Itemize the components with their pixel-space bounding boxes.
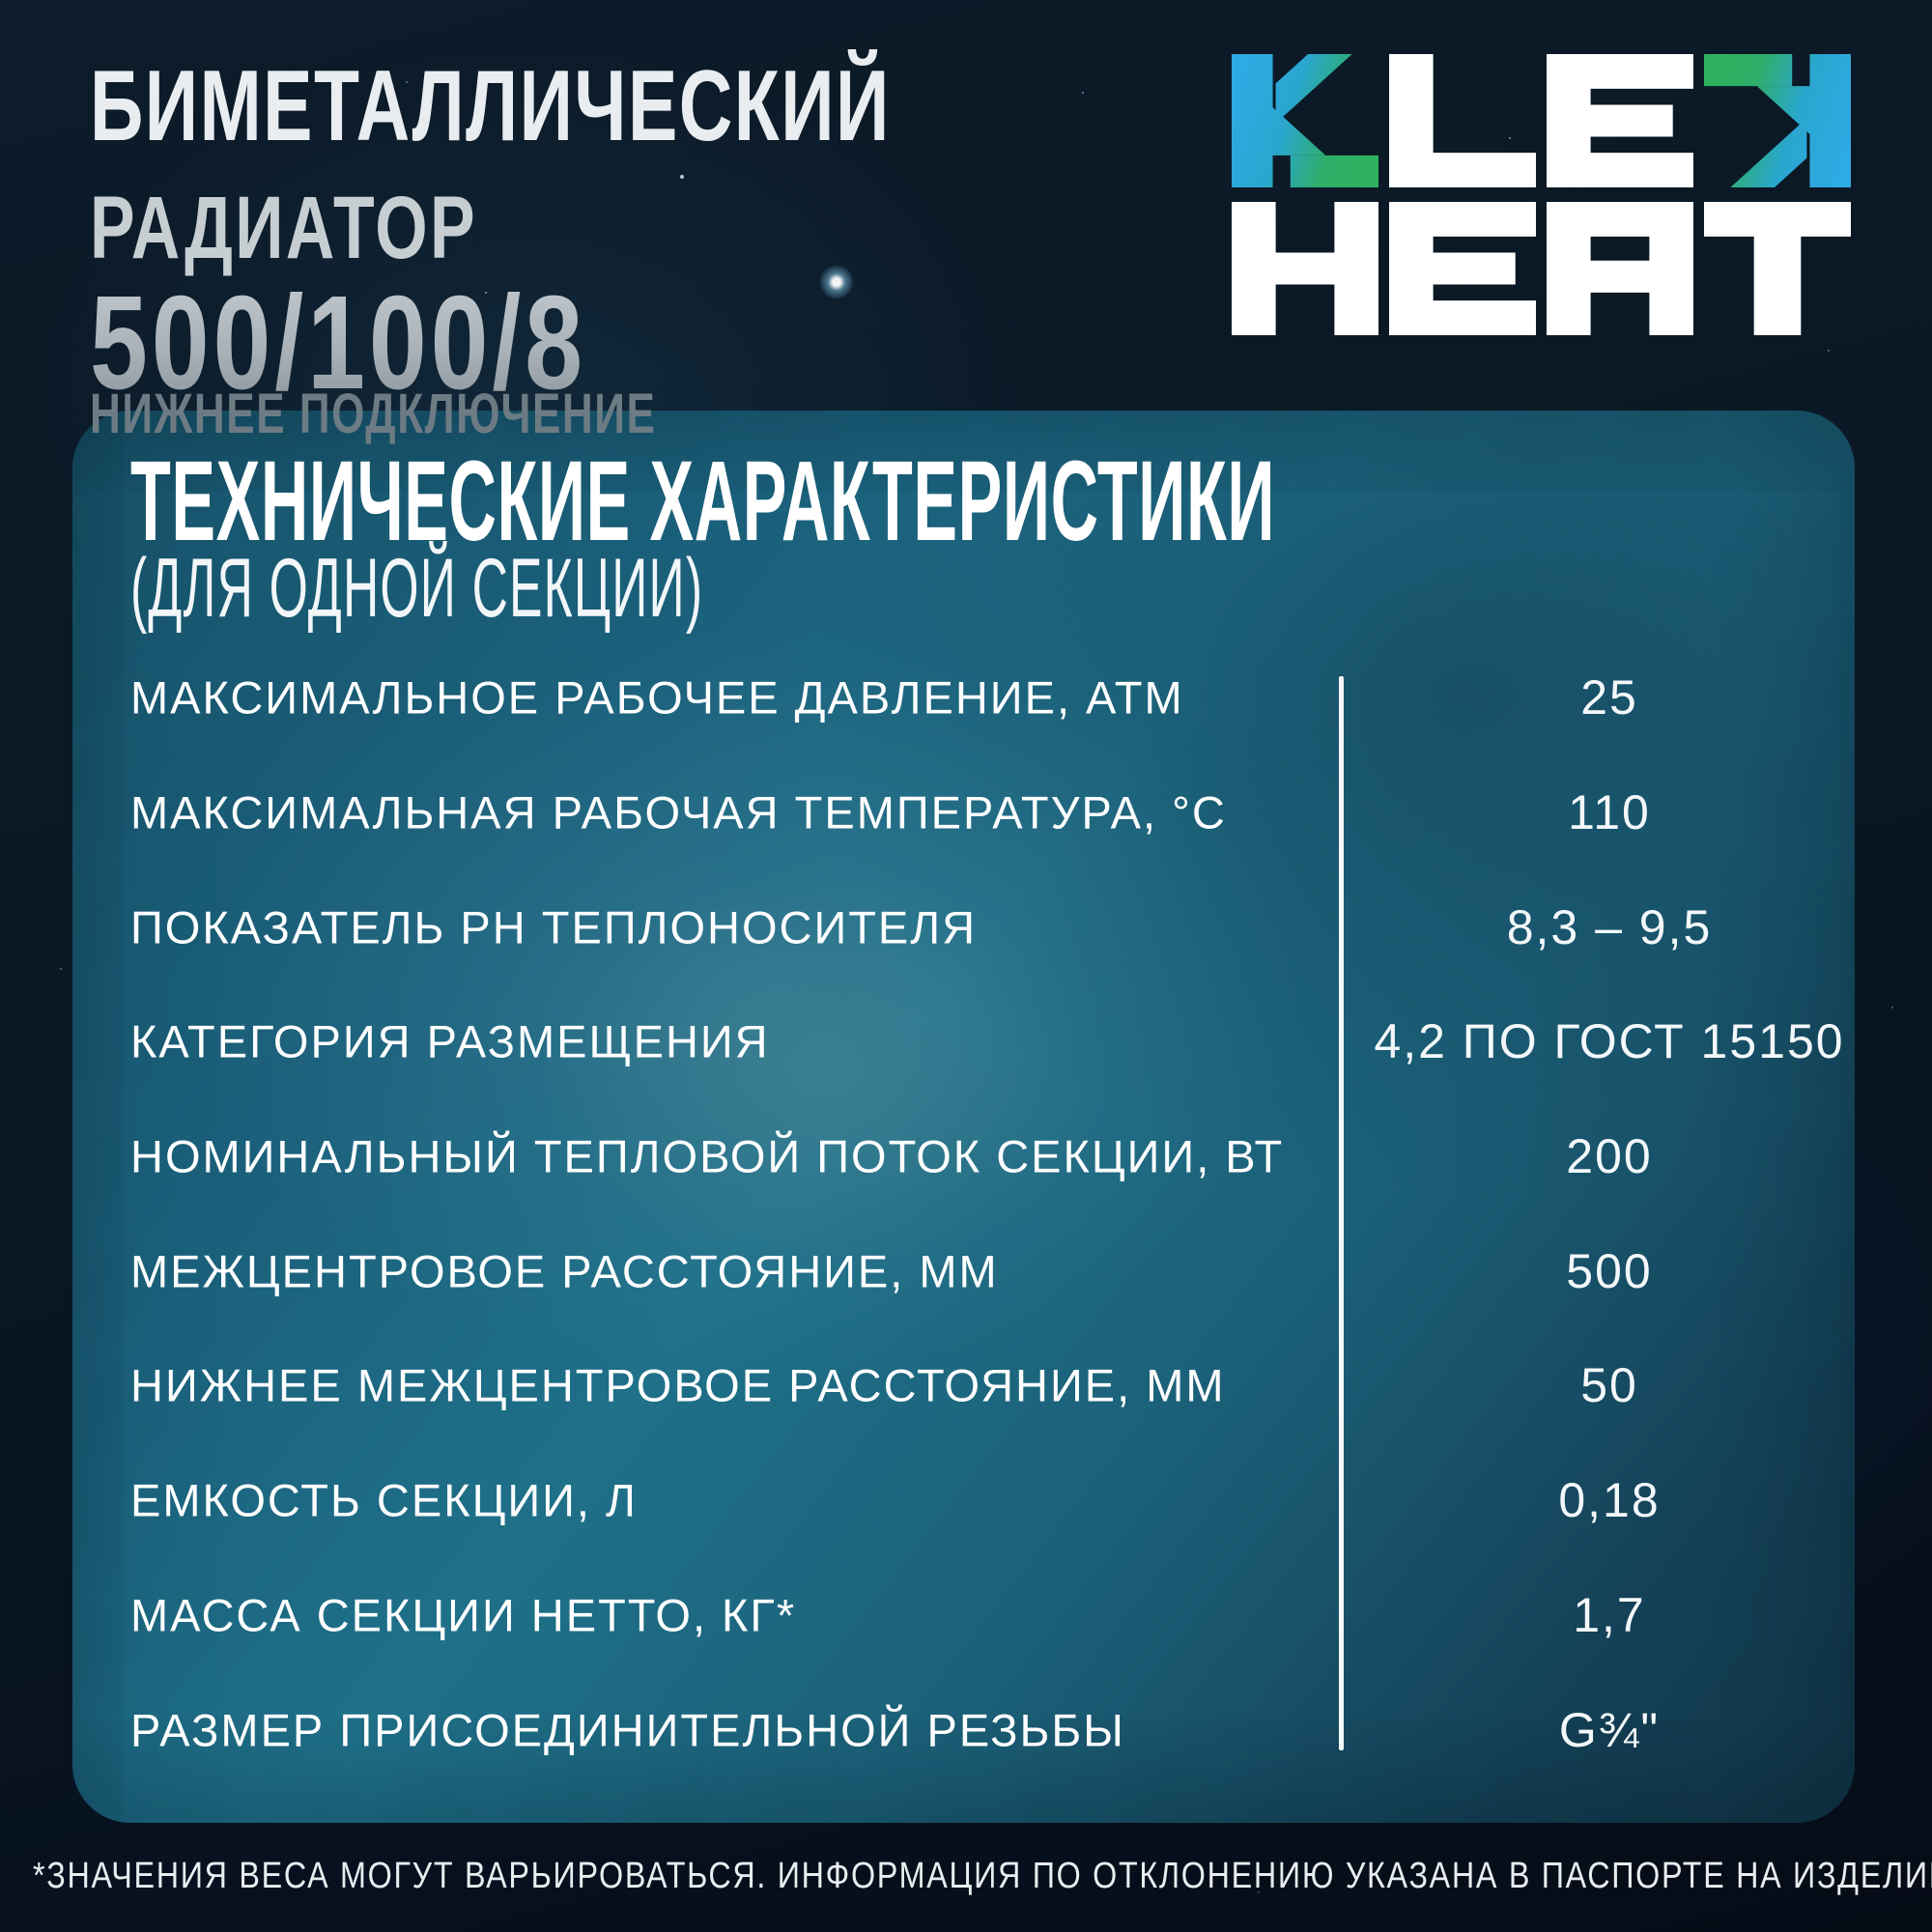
spec-label: ПОКАЗАТЕЛЬ PH ТЕПЛОНОСИТЕЛЯ xyxy=(130,901,978,953)
spec-row: ПОКАЗАТЕЛЬ PH ТЕПЛОНОСИТЕЛЯ 8,3 – 9,5 xyxy=(0,869,1932,984)
spec-value: 25 xyxy=(1580,670,1638,725)
logo-letter-e xyxy=(1547,54,1693,187)
spec-row: НОМИНАЛЬНЫЙ ТЕПЛОВОЙ ПОТОК СЕКЦИИ, ВТ 20… xyxy=(0,1099,1932,1214)
product-type-line1: БИМЕТАЛЛИЧЕСКИЙ xyxy=(90,50,891,162)
spec-value: 4,2 ПО ГОСТ 15150 xyxy=(1374,1014,1845,1069)
spec-label: МЕЖЦЕНТРОВОЕ РАССТОЯНИЕ, ММ xyxy=(130,1245,999,1297)
logo-arrow-down-left-icon xyxy=(1232,54,1378,187)
star-field-background xyxy=(0,0,2,2)
spec-row: МАКСИМАЛЬНАЯ РАБОЧАЯ ТЕМПЕРАТУРА, °С 110 xyxy=(0,755,1932,870)
spec-label: НИЖНЕЕ МЕЖЦЕНТРОВОЕ РАССТОЯНИЕ, ММ xyxy=(130,1359,1226,1411)
product-type-line2: РАДИАТОР xyxy=(90,179,477,277)
spec-row: НИЖНЕЕ МЕЖЦЕНТРОВОЕ РАССТОЯНИЕ, ММ 50 xyxy=(0,1328,1932,1443)
brand-logo xyxy=(1232,54,1851,340)
spec-value: 8,3 – 9,5 xyxy=(1506,899,1713,954)
specs-panel xyxy=(72,411,1855,1823)
panel-subtitle: (ДЛЯ ОДНОЙ СЕКЦИИ) xyxy=(130,542,704,635)
spec-row: КАТЕГОРИЯ РАЗМЕЩЕНИЯ 4,2 ПО ГОСТ 15150 xyxy=(0,984,1932,1099)
spec-row: МАССА СЕКЦИИ НЕТТО, КГ* 1,7 xyxy=(0,1558,1932,1673)
spec-label: МАССА СЕКЦИИ НЕТТО, КГ* xyxy=(130,1589,797,1641)
spec-row: МАКСИМАЛЬНОЕ РАБОЧЕЕ ДАВЛЕНИЕ, АТМ 25 xyxy=(0,640,1932,755)
panel-title: ТЕХНИЧЕСКИЕ ХАРАКТЕРИСТИКИ xyxy=(130,438,1276,565)
logo-letter-a xyxy=(1547,202,1693,335)
spec-value: 1,7 xyxy=(1573,1587,1646,1642)
brand-logo-image xyxy=(1232,54,1851,335)
footnote: *ЗНАЧЕНИЯ ВЕСА МОГУТ ВАРЬИРОВАТЬСЯ. ИНФО… xyxy=(33,1856,1932,1896)
logo-letter-l xyxy=(1389,54,1536,187)
spec-label: РАЗМЕР ПРИСОЕДИНИТЕЛЬНОЙ РЕЗЬБЫ xyxy=(130,1704,1125,1756)
spec-row: МЕЖЦЕНТРОВОЕ РАССТОЯНИЕ, ММ 500 xyxy=(0,1213,1932,1328)
spec-label: КАТЕГОРИЯ РАЗМЕЩЕНИЯ xyxy=(130,1015,770,1067)
table-divider xyxy=(1339,676,1344,1750)
product-model: 500/100/8 xyxy=(90,269,586,417)
spec-row: РАЗМЕР ПРИСОЕДИНИТЕЛЬНОЙ РЕЗЬБЫ G¾" xyxy=(0,1672,1932,1787)
spec-value: 0,18 xyxy=(1558,1473,1661,1528)
spec-label: МАКСИМАЛЬНАЯ РАБОЧАЯ ТЕМПЕРАТУРА, °С xyxy=(130,786,1227,838)
connection-type-label: НИЖНЕЕ ПОДКЛЮЧЕНИЕ xyxy=(90,383,657,445)
spec-value: G¾" xyxy=(1558,1702,1661,1757)
bright-star xyxy=(819,265,854,299)
spec-value: 110 xyxy=(1568,785,1651,840)
spec-value: 50 xyxy=(1580,1358,1638,1413)
spec-table: МАКСИМАЛЬНОЕ РАБОЧЕЕ ДАВЛЕНИЕ, АТМ 25 МА… xyxy=(0,640,1932,1787)
spec-label: ЕМКОСТЬ СЕКЦИИ, Л xyxy=(130,1474,638,1526)
spec-label: НОМИНАЛЬНЫЙ ТЕПЛОВОЙ ПОТОК СЕКЦИИ, ВТ xyxy=(130,1130,1285,1182)
spec-value: 200 xyxy=(1566,1129,1653,1184)
logo-arrow-up-right-icon xyxy=(1704,54,1851,187)
spec-label: МАКСИМАЛЬНОЕ РАБОЧЕЕ ДАВЛЕНИЕ, АТМ xyxy=(130,671,1184,724)
star-field-foreground xyxy=(0,0,2,2)
logo-letter-t xyxy=(1704,202,1851,335)
spec-row: ЕМКОСТЬ СЕКЦИИ, Л 0,18 xyxy=(0,1443,1932,1558)
spec-value: 500 xyxy=(1566,1243,1653,1298)
logo-letter-e2 xyxy=(1389,202,1536,335)
logo-letter-h xyxy=(1232,202,1378,335)
